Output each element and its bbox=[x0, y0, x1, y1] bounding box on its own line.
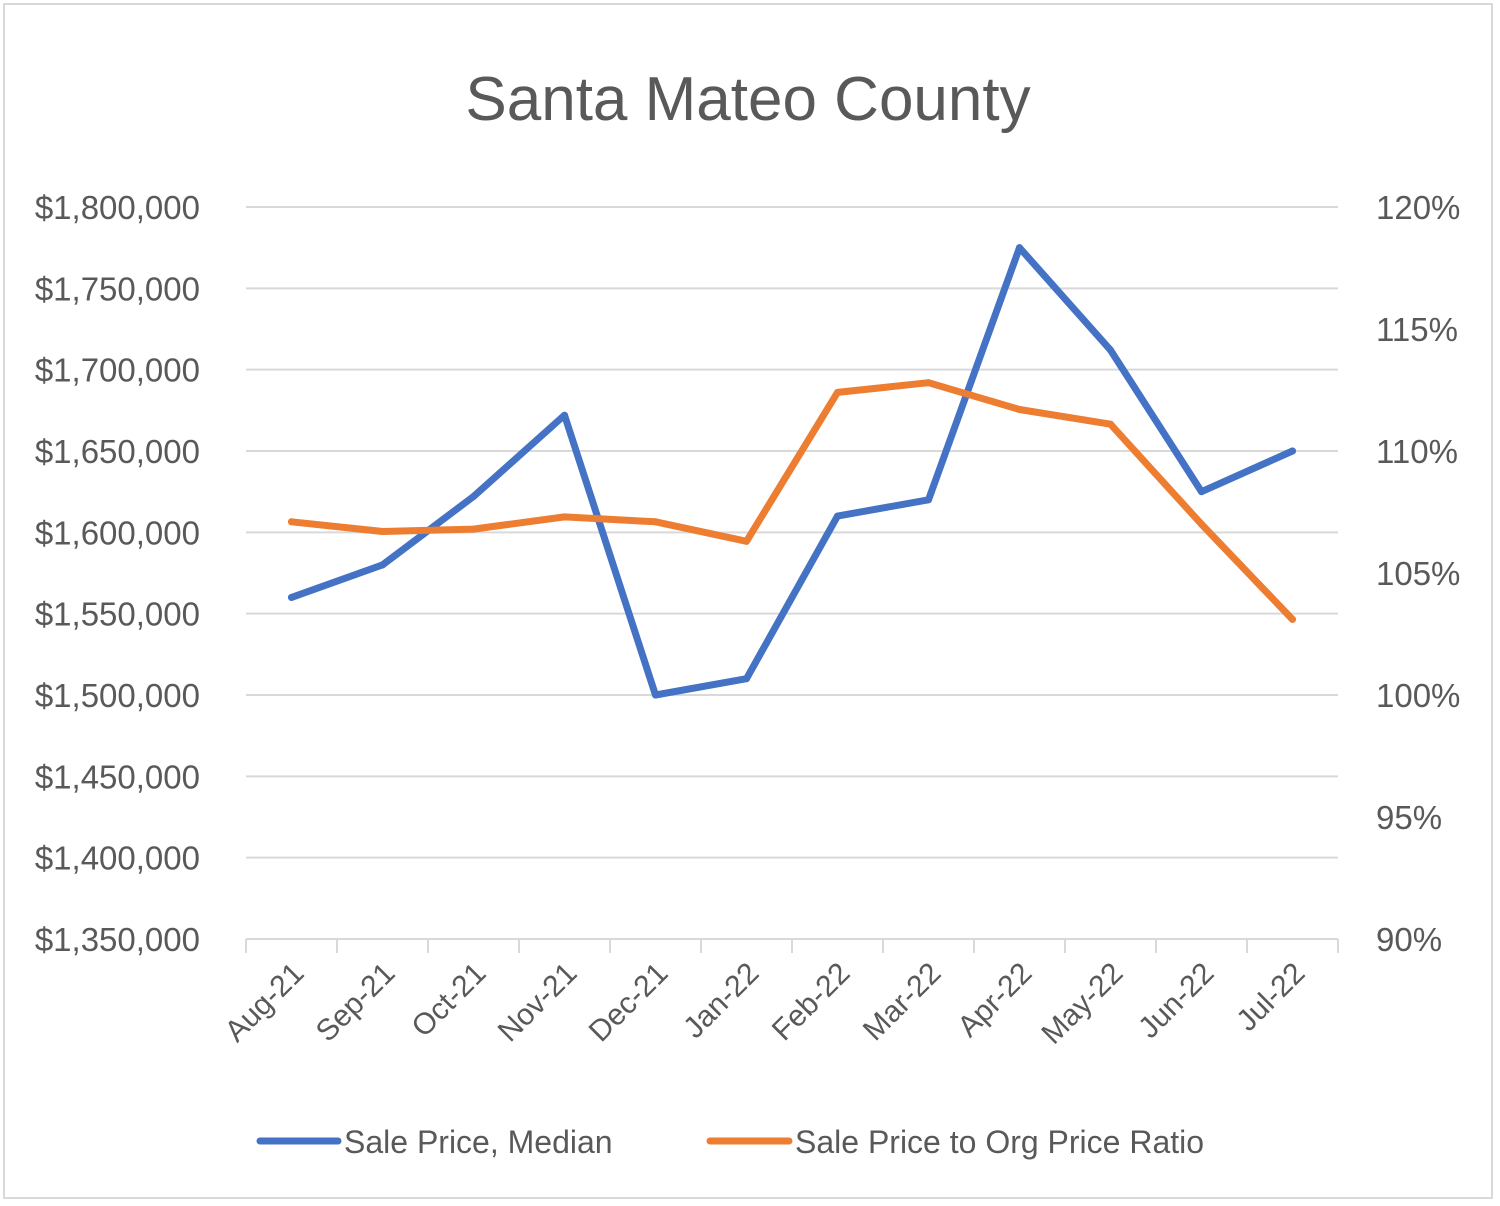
data-point bbox=[1107, 346, 1114, 354]
y-axis-left: $1,800,000 $1,750,000 $1,700,000 $1,650,000… bbox=[35, 189, 200, 958]
data-point bbox=[834, 388, 841, 396]
x-tick-label: Mar-22 bbox=[857, 957, 948, 1048]
data-point bbox=[834, 512, 841, 520]
data-point bbox=[561, 411, 568, 419]
series-lines bbox=[288, 244, 1296, 699]
data-point bbox=[1289, 615, 1296, 623]
x-tick-label: Aug-21 bbox=[219, 957, 311, 1049]
x-axis: Aug-21 Sep-21 Oct-21 Nov-21 Dec-21 Jan-22 Feb-… bbox=[219, 938, 1339, 1051]
x-tick-label: Jun-22 bbox=[1132, 957, 1220, 1045]
data-point bbox=[1016, 244, 1023, 252]
legend-label: Sale Price, Median bbox=[344, 1124, 613, 1160]
y-left-tick-label: $1,800,000 bbox=[35, 189, 200, 226]
y-left-tick-label: $1,650,000 bbox=[35, 433, 200, 470]
data-point bbox=[1289, 447, 1296, 455]
data-point bbox=[652, 518, 659, 526]
y-left-tick-label: $1,750,000 bbox=[35, 270, 200, 307]
gridlines bbox=[246, 206, 1338, 859]
x-tick-label: Jul-22 bbox=[1230, 957, 1311, 1038]
y-right-tick-label: 110% bbox=[1376, 433, 1458, 470]
y-right-tick-label: 95% bbox=[1376, 799, 1442, 836]
series-line-1 bbox=[288, 244, 1296, 699]
x-tick-label: Dec-21 bbox=[583, 957, 675, 1049]
series-line-2 bbox=[288, 379, 1296, 623]
y-axis-right: 120% 115% 110% 105% 100% 95% 90% bbox=[1376, 189, 1460, 958]
data-point bbox=[1107, 420, 1114, 428]
chart-title: Santa Mateo County bbox=[465, 65, 1030, 134]
data-point bbox=[1016, 406, 1023, 414]
data-point bbox=[379, 528, 386, 536]
y-right-tick-label: 90% bbox=[1376, 921, 1442, 958]
legend-label: Sale Price to Org Price Ratio bbox=[795, 1124, 1204, 1160]
data-point bbox=[561, 513, 568, 521]
y-right-tick-label: 100% bbox=[1376, 677, 1460, 714]
y-left-tick-label: $1,700,000 bbox=[35, 352, 200, 389]
data-point bbox=[288, 518, 295, 526]
x-tick-label: Jan-22 bbox=[677, 957, 765, 1045]
y-left-tick-label: $1,600,000 bbox=[35, 514, 200, 551]
x-tick-label: Sep-21 bbox=[310, 957, 402, 1049]
x-tick-label: Apr-22 bbox=[951, 957, 1038, 1044]
data-point bbox=[925, 379, 932, 387]
y-left-tick-label: $1,450,000 bbox=[35, 758, 200, 795]
y-left-tick-label: $1,400,000 bbox=[35, 840, 200, 877]
chart-frame bbox=[3, 3, 1493, 1199]
data-point bbox=[743, 675, 750, 683]
data-point bbox=[652, 691, 659, 699]
data-point bbox=[470, 493, 477, 501]
y-right-tick-label: 120% bbox=[1376, 189, 1460, 226]
x-tick-label: Feb-22 bbox=[766, 957, 857, 1048]
data-point bbox=[925, 496, 932, 504]
x-tick-label: Oct-21 bbox=[405, 957, 492, 1044]
data-point bbox=[1198, 488, 1205, 496]
y-right-tick-label: 105% bbox=[1376, 555, 1460, 592]
data-point bbox=[743, 537, 750, 545]
y-right-tick-label: 115% bbox=[1376, 311, 1458, 348]
data-point bbox=[470, 525, 477, 533]
y-left-tick-label: $1,550,000 bbox=[35, 596, 200, 633]
x-tick-label: May-22 bbox=[1035, 957, 1129, 1051]
legend: Sale Price, Median Sale Price to Org Pric… bbox=[256, 1124, 1204, 1160]
data-point bbox=[288, 593, 295, 601]
x-tick-label: Nov-21 bbox=[492, 957, 584, 1049]
data-point bbox=[1198, 520, 1205, 528]
y-left-tick-label: $1,350,000 bbox=[35, 921, 200, 958]
data-point bbox=[379, 561, 386, 569]
y-left-tick-label: $1,500,000 bbox=[35, 677, 200, 714]
